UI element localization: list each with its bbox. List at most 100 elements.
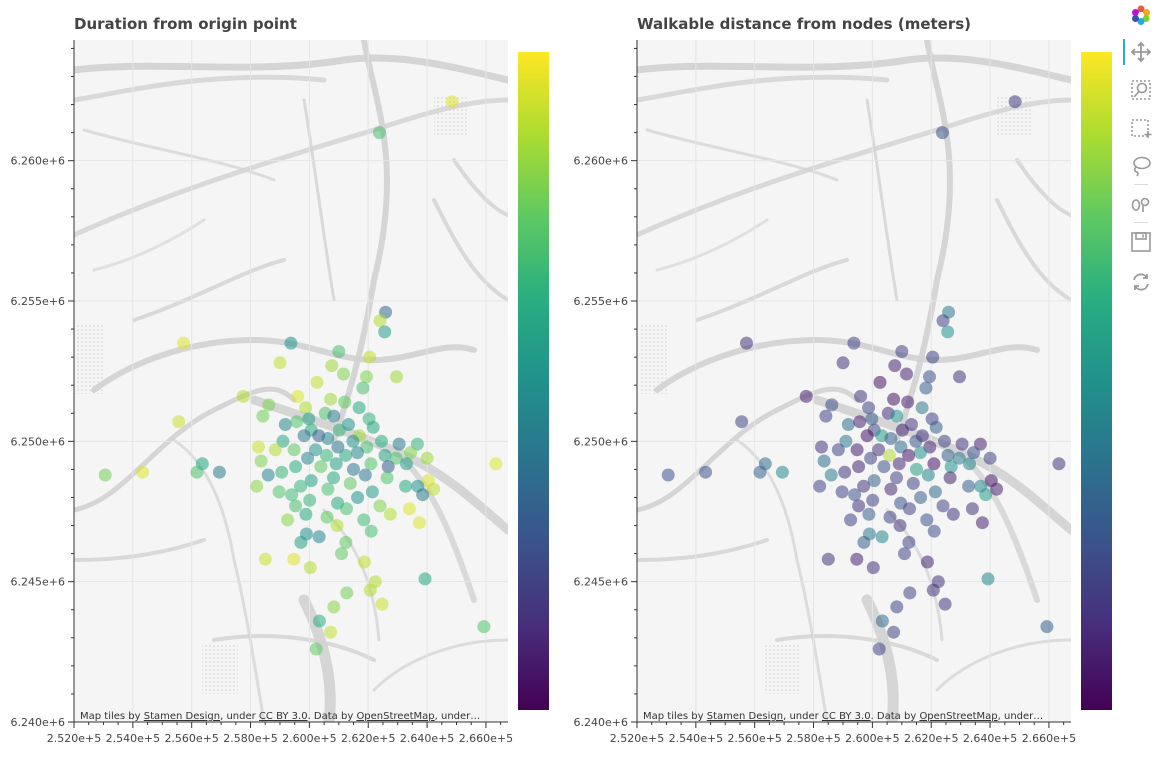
- scatter-point[interactable]: [910, 462, 923, 476]
- scatter-point[interactable]: [327, 600, 341, 614]
- scatter-point[interactable]: [254, 454, 268, 468]
- scatter-point[interactable]: [909, 434, 923, 448]
- scatter-point[interactable]: [860, 429, 874, 443]
- scatter-point[interactable]: [775, 465, 789, 479]
- scatter-point[interactable]: [389, 451, 403, 465]
- scatter-point[interactable]: [324, 625, 338, 639]
- scatter-point[interactable]: [309, 443, 323, 457]
- scatter-point[interactable]: [312, 614, 326, 628]
- scatter-point[interactable]: [312, 530, 326, 544]
- scatter-point[interactable]: [252, 440, 265, 454]
- scatter-point[interactable]: [360, 440, 374, 454]
- scatter-point[interactable]: [923, 370, 936, 384]
- scatter-point[interactable]: [753, 465, 767, 479]
- scatter-point[interactable]: [177, 336, 190, 350]
- scatter-point[interactable]: [427, 482, 441, 496]
- scatter-point[interactable]: [817, 454, 831, 468]
- scatter-point[interactable]: [357, 513, 371, 527]
- scatter-point[interactable]: [320, 448, 333, 462]
- scatter-point[interactable]: [867, 474, 881, 488]
- scatter-point[interactable]: [906, 476, 920, 490]
- scatter-point[interactable]: [416, 488, 430, 502]
- scatter-point[interactable]: [927, 457, 941, 471]
- scatter-point[interactable]: [339, 448, 353, 462]
- scatter-point[interactable]: [872, 642, 886, 656]
- scatter-point[interactable]: [1040, 620, 1054, 634]
- scatter-point[interactable]: [901, 395, 915, 409]
- scatter-point[interactable]: [735, 415, 749, 429]
- scatter-point[interactable]: [284, 336, 298, 350]
- scatter-point[interactable]: [872, 443, 886, 457]
- scatter-point[interactable]: [320, 510, 334, 524]
- scatter-point[interactable]: [900, 367, 913, 381]
- scatter-point[interactable]: [799, 389, 813, 403]
- scatter-point[interactable]: [967, 446, 981, 460]
- scatter-point[interactable]: [740, 336, 753, 350]
- scatter-point[interactable]: [301, 451, 315, 465]
- scatter-point[interactable]: [250, 479, 264, 493]
- scatter-point[interactable]: [400, 457, 413, 471]
- scatter-point[interactable]: [358, 468, 372, 482]
- scatter-point[interactable]: [357, 555, 371, 569]
- scatter-point[interactable]: [372, 126, 386, 140]
- scatter-point[interactable]: [890, 471, 903, 485]
- scatter-point[interactable]: [914, 491, 928, 504]
- attribution-osm-link[interactable]: OpenStreetMap: [356, 711, 434, 722]
- scatter-point[interactable]: [928, 485, 942, 499]
- scatter-point[interactable]: [943, 471, 957, 485]
- scatter-point[interactable]: [310, 375, 324, 389]
- scatter-point[interactable]: [343, 476, 357, 490]
- scatter-point[interactable]: [848, 488, 862, 502]
- scatter-point[interactable]: [921, 468, 935, 482]
- scatter-point[interactable]: [287, 552, 301, 566]
- scatter-point[interactable]: [938, 434, 951, 448]
- scatter-point[interactable]: [291, 389, 305, 403]
- scatter-point[interactable]: [324, 392, 338, 406]
- scatter-point[interactable]: [902, 448, 916, 462]
- scatter-point[interactable]: [327, 471, 340, 485]
- scatter-point[interactable]: [895, 345, 909, 358]
- scatter-point[interactable]: [1052, 457, 1066, 471]
- scatter-point[interactable]: [888, 359, 902, 373]
- scatter-point[interactable]: [378, 448, 392, 462]
- scatter-point[interactable]: [884, 482, 898, 496]
- scatter-point[interactable]: [363, 583, 377, 597]
- map-tiles[interactable]: [74, 40, 508, 722]
- scatter-point[interactable]: [418, 572, 432, 586]
- scatter-point[interactable]: [936, 314, 950, 328]
- scatter-point[interactable]: [953, 370, 966, 384]
- scatter-point[interactable]: [390, 370, 403, 384]
- scatter-point[interactable]: [955, 437, 969, 451]
- scatter-point[interactable]: [258, 552, 272, 566]
- scatter-point[interactable]: [857, 535, 871, 549]
- scatter-point[interactable]: [981, 572, 995, 586]
- scatter-point[interactable]: [1008, 95, 1022, 109]
- attribution-stamen-link[interactable]: Stamen Design: [707, 711, 783, 722]
- scatter-point[interactable]: [373, 499, 387, 513]
- scatter-point[interactable]: [281, 513, 295, 527]
- scatter-point[interactable]: [913, 446, 927, 460]
- scatter-point[interactable]: [356, 381, 370, 395]
- scatter-point[interactable]: [857, 479, 871, 493]
- plots-canvas[interactable]: Duration from origin point 6.240e+6 6.245…: [0, 0, 1120, 760]
- scatter-point[interactable]: [926, 583, 940, 597]
- scatter-point[interactable]: [975, 516, 989, 530]
- scatter-point[interactable]: [862, 401, 876, 415]
- scatter-point[interactable]: [332, 345, 346, 358]
- scatter-point[interactable]: [926, 350, 940, 364]
- pan-tool[interactable]: [1123, 39, 1154, 65]
- scatter-point[interactable]: [902, 535, 916, 549]
- scatter-point[interactable]: [824, 468, 838, 482]
- scatter-point[interactable]: [835, 485, 849, 499]
- scatter-point[interactable]: [261, 468, 275, 482]
- scatter-point[interactable]: [815, 440, 828, 454]
- scatter-point[interactable]: [844, 513, 858, 527]
- scatter-point[interactable]: [360, 370, 373, 384]
- scatter-point[interactable]: [327, 409, 341, 423]
- scatter-point[interactable]: [273, 356, 287, 370]
- scatter-point[interactable]: [477, 620, 491, 634]
- scatter-point[interactable]: [935, 126, 949, 140]
- scatter-point[interactable]: [825, 398, 839, 412]
- scatter-point[interactable]: [136, 465, 150, 479]
- scatter-point[interactable]: [963, 457, 976, 471]
